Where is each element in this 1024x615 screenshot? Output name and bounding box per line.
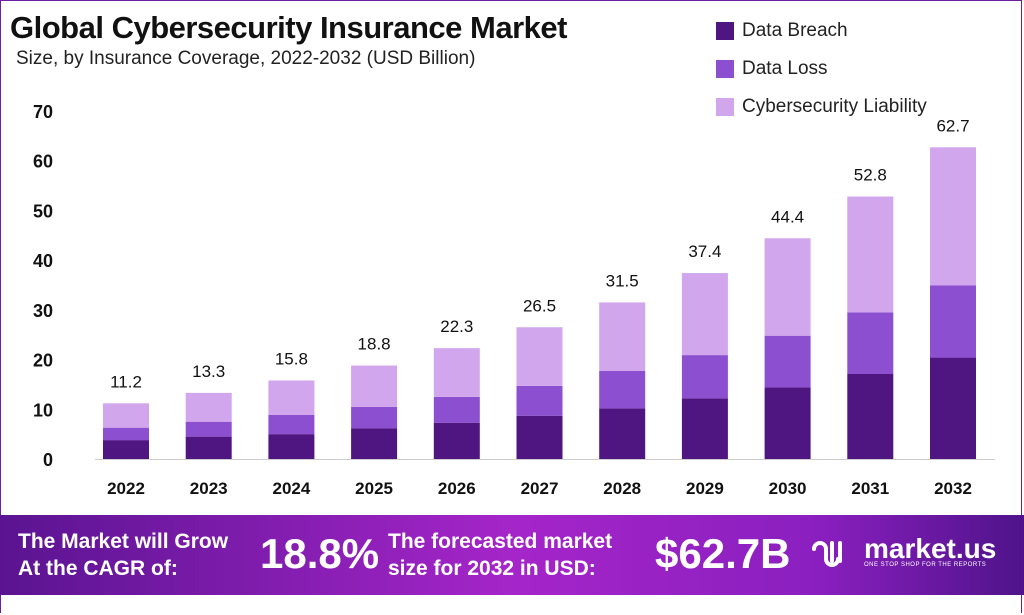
legend-item-data-breach: Data Breach (716, 12, 927, 50)
market-us-logo: market.us ONE STOP SHOP FOR THE REPORTS (810, 535, 996, 569)
bar-segment-data-loss (103, 427, 149, 441)
bar-segment-cybersecurity-liability (516, 327, 563, 386)
bar-segment-cybersecurity-liability (764, 238, 811, 336)
bar-segment-data-breach (847, 373, 894, 459)
bar-segment-data-loss (681, 355, 728, 399)
y-tick-label: 40 (33, 251, 53, 271)
bar-segment-cybersecurity-liability (681, 273, 728, 356)
total-data-label: 44.4 (771, 207, 804, 226)
bar-segment-data-breach (268, 434, 315, 459)
cagr-label-line2: At the CAGR of: (18, 557, 178, 580)
x-tick-label: 2030 (769, 479, 807, 498)
logo-name: market.us (864, 533, 997, 564)
legend-label: Data Loss (742, 58, 828, 79)
bar-segment-data-breach (351, 428, 398, 459)
legend-item-cyber-liability: Cybersecurity Liability (716, 88, 927, 126)
legend: Data Breach Data Loss Cybersecurity Liab… (716, 12, 927, 126)
x-tick-label: 2029 (686, 479, 724, 498)
bar-segment-data-loss (930, 285, 976, 358)
bar-segment-cybersecurity-liability (433, 348, 480, 397)
total-data-label: 37.4 (688, 242, 721, 261)
x-tick-label: 2023 (190, 479, 228, 498)
total-data-label: 26.5 (523, 296, 556, 315)
y-tick-label: 60 (33, 152, 53, 172)
bar-segment-cybersecurity-liability (351, 365, 398, 407)
chart-plot: 01020304050607011.2202213.3202315.820241… (33, 102, 995, 498)
x-tick-label: 2024 (272, 479, 310, 498)
x-tick-label: 2027 (521, 479, 559, 498)
y-tick-label: 20 (33, 351, 53, 371)
legend-item-data-loss: Data Loss (716, 50, 927, 88)
y-tick-label: 0 (43, 450, 53, 470)
y-tick-label: 70 (33, 102, 53, 122)
total-data-label: 52.8 (854, 166, 887, 185)
logo-tagline: ONE STOP SHOP FOR THE REPORTS (864, 562, 987, 568)
bar-segment-data-breach (185, 436, 232, 459)
legend-swatch (716, 60, 734, 78)
bar-segment-data-loss (599, 371, 646, 409)
legend-label: Cybersecurity Liability (742, 96, 927, 117)
x-tick-label: 2032 (934, 479, 972, 498)
x-tick-label: 2031 (851, 479, 889, 498)
forecast-label-line1: The forecasted market (388, 530, 613, 553)
bar-segment-data-breach (599, 408, 646, 459)
forecast-label: The forecasted market size for 2032 in U… (388, 528, 612, 582)
cagr-value: 18.8% (260, 530, 380, 577)
y-tick-label: 10 (33, 400, 53, 420)
forecast-value: $62.7B (655, 530, 791, 577)
total-data-label: 22.3 (440, 317, 473, 336)
bar-segment-data-breach (681, 398, 728, 459)
chart-subtitle: Size, by Insurance Coverage, 2022-2032 (… (16, 48, 476, 69)
bar-segment-data-breach (516, 415, 563, 459)
bar-segment-data-loss (516, 385, 563, 416)
x-tick-label: 2022 (107, 479, 145, 498)
x-tick-label: 2028 (603, 479, 641, 498)
bar-segment-cybersecurity-liability (599, 302, 646, 372)
total-data-label: 18.8 (358, 335, 391, 354)
bar-segment-data-breach (930, 357, 976, 459)
cagr-label: The Market will Grow At the CAGR of: (18, 528, 228, 582)
logo-icon (812, 541, 842, 567)
bar-segment-data-loss (185, 421, 232, 437)
bar-segment-data-loss (847, 312, 894, 374)
bar-segment-data-loss (351, 406, 398, 429)
bar-segment-cybersecurity-liability (847, 196, 894, 313)
total-data-label: 11.2 (110, 372, 142, 391)
legend-swatch (716, 98, 734, 116)
total-data-label: 15.8 (275, 349, 308, 368)
bar-segment-cybersecurity-liability (103, 403, 149, 428)
cagr-label-line1: The Market will Grow (18, 530, 229, 553)
total-data-label: 31.5 (606, 271, 639, 290)
bar-segment-data-breach (764, 387, 811, 459)
legend-swatch (716, 22, 734, 40)
total-data-label: 13.3 (192, 362, 225, 381)
summary-banner: The Market will Grow At the CAGR of: 18.… (0, 515, 1024, 595)
chart-title: Global Cybersecurity Insurance Market (10, 10, 567, 45)
x-tick-label: 2025 (355, 479, 393, 498)
bar-segment-data-breach (433, 422, 480, 459)
y-tick-label: 50 (33, 201, 53, 221)
bar-segment-data-loss (764, 335, 811, 388)
forecast-label-line2: size for 2032 in USD: (388, 557, 596, 580)
legend-label: Data Breach (742, 20, 848, 41)
y-tick-label: 30 (33, 301, 53, 321)
bar-segment-cybersecurity-liability (930, 147, 976, 286)
bar-segment-data-loss (268, 414, 315, 435)
bar-segment-cybersecurity-liability (268, 380, 315, 415)
bar-segment-data-breach (103, 440, 149, 459)
bar-segment-data-loss (433, 396, 480, 423)
x-tick-label: 2026 (438, 479, 476, 498)
bar-segment-cybersecurity-liability (185, 392, 232, 422)
total-data-label: 62.7 (936, 116, 969, 135)
